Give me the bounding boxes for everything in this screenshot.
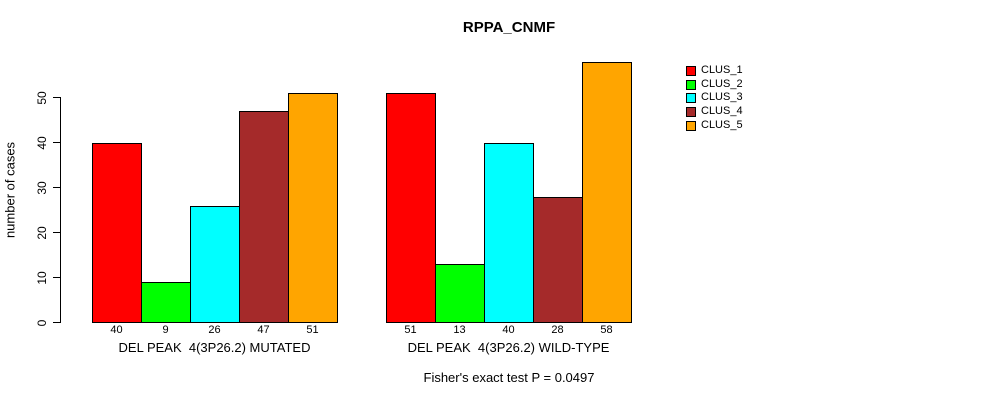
y-tick [53, 97, 60, 98]
group-label: DEL PEAK 4(3P26.2) MUTATED [118, 340, 311, 355]
bar [533, 196, 583, 323]
bar-value-label: 40 [502, 324, 515, 336]
bar [484, 142, 534, 323]
legend-label: CLUS_4 [701, 105, 743, 118]
bar-value-label: 47 [257, 324, 270, 336]
bar-value-label: 13 [453, 324, 466, 336]
bar-value-label: 51 [306, 324, 319, 336]
legend-swatch [686, 66, 696, 76]
y-axis-line [60, 97, 61, 323]
bar [288, 93, 338, 323]
bar [386, 93, 436, 323]
y-tick [53, 142, 60, 143]
bar [92, 142, 142, 323]
bar [141, 282, 191, 323]
y-tick-label: 0 [35, 319, 49, 326]
y-tick [53, 187, 60, 188]
bar-value-label: 58 [600, 324, 613, 336]
bar [582, 61, 632, 323]
y-tick-label: 30 [35, 180, 49, 195]
y-tick-label: 40 [35, 135, 49, 150]
bar-value-label: 28 [551, 324, 564, 336]
y-tick [53, 232, 60, 233]
legend-swatch [686, 79, 696, 90]
y-tick-label: 50 [35, 90, 49, 105]
y-tick [53, 322, 60, 323]
legend-swatch [686, 107, 696, 118]
y-tick-label: 10 [35, 270, 49, 285]
y-tick-label: 20 [35, 225, 49, 240]
legend-label: CLUS_2 [701, 77, 743, 90]
legend-swatch [686, 120, 696, 131]
bar-value-label: 9 [162, 324, 169, 336]
legend-label: CLUS_5 [701, 118, 743, 131]
legend-label: CLUS_1 [701, 64, 743, 76]
bar [239, 111, 289, 323]
legend-label: CLUS_3 [701, 91, 743, 104]
legend-swatch [686, 93, 696, 104]
group-label: DEL PEAK 4(3P26.2) WILD-TYPE [407, 340, 610, 355]
y-tick [53, 277, 60, 278]
bar [190, 205, 240, 323]
chart-title: RPPA_CNMF [462, 19, 556, 36]
bar-value-label: 40 [110, 324, 123, 336]
bar-value-label: 51 [404, 324, 417, 336]
fisher-test-annotation: Fisher's exact test P = 0.0497 [423, 370, 595, 385]
bar-value-label: 26 [208, 324, 221, 336]
bar [435, 264, 485, 323]
